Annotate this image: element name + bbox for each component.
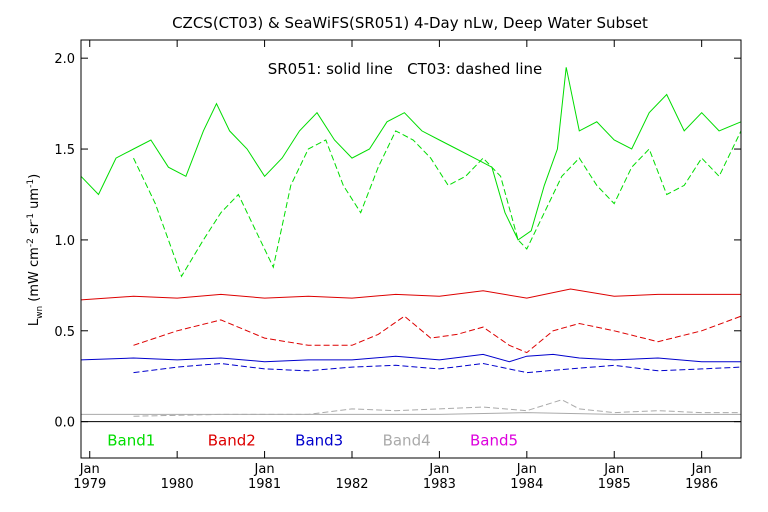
y-tick-label: 1.0 xyxy=(54,234,75,249)
y-tick-label: 2.0 xyxy=(54,52,75,67)
x-tick-month: Jan xyxy=(79,462,100,477)
x-tick-month: Jan xyxy=(254,462,275,477)
band-label: Band3 xyxy=(295,431,343,449)
x-tick-year: 1983 xyxy=(423,477,456,492)
x-tick-year: 1979 xyxy=(73,477,106,492)
y-axis-label-exp-c: -1 xyxy=(26,179,36,188)
y-axis-label-unit-a: (mW cm xyxy=(27,247,42,306)
y-tick-label: 1.5 xyxy=(54,143,75,158)
y-tick-label: 0.5 xyxy=(54,325,75,340)
x-tick-month: Jan xyxy=(691,462,712,477)
x-tick-month: Jan xyxy=(428,462,449,477)
y-tick-label: 0.0 xyxy=(54,416,75,431)
x-tick-month: Jan xyxy=(516,462,537,477)
series-band1-dashed xyxy=(134,131,742,276)
series-band2-solid xyxy=(81,289,741,300)
y-axis-label-subscript: wn xyxy=(35,306,45,319)
y-axis-label-unit-c: um xyxy=(27,188,42,213)
y-axis-label: Lwn (mW cm-2 sr-1 um-1) xyxy=(26,174,45,326)
y-axis-label-close: ) xyxy=(27,174,42,179)
y-axis-label-unit-b: sr xyxy=(27,221,42,238)
chart: CZCS(CT03) & SeaWiFS(SR051) 4-Day nLw, D… xyxy=(0,0,768,512)
x-tick-year: 1982 xyxy=(335,477,368,492)
series-band3-solid xyxy=(81,354,741,361)
band-label: Band1 xyxy=(107,431,155,449)
band-label: Band2 xyxy=(208,431,256,449)
y-axis-label-exp-a: -2 xyxy=(26,238,36,247)
series-band1-solid xyxy=(81,67,741,240)
x-tick-year: 1986 xyxy=(685,477,718,492)
series-band2-dashed xyxy=(134,316,742,352)
x-tick-month: Jan xyxy=(603,462,624,477)
chart-title: CZCS(CT03) & SeaWiFS(SR051) 4-Day nLw, D… xyxy=(172,14,648,32)
x-tick-year: 1981 xyxy=(248,477,281,492)
y-axis-label-exp-b: -1 xyxy=(26,213,36,222)
series-band3-dashed xyxy=(134,364,742,373)
x-tick-year: 1980 xyxy=(161,477,194,492)
series-band4-dashed xyxy=(134,400,742,416)
x-tick-year: 1985 xyxy=(598,477,631,492)
plot-frame xyxy=(81,40,741,458)
series-band4-solid xyxy=(81,413,741,415)
band-label: Band4 xyxy=(383,431,431,449)
line-style-note: SR051: solid line CT03: dashed line xyxy=(268,60,543,78)
x-tick-year: 1984 xyxy=(510,477,543,492)
band-label: Band5 xyxy=(470,431,518,449)
